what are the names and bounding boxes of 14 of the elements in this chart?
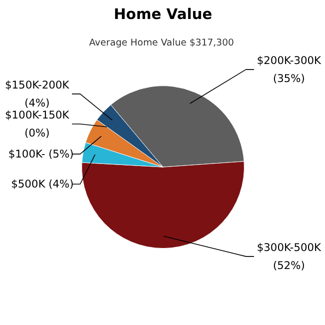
slice-label: $200K-300K <box>256 54 322 68</box>
slice-label: $300K-500K <box>256 241 322 254</box>
slice-label: $100K- <box>8 148 46 161</box>
data-label: (4%) <box>24 96 50 110</box>
data-label: (5%) <box>48 148 74 161</box>
data-label: (52%) <box>272 258 305 272</box>
data-label: (4%) <box>48 178 74 191</box>
chart-subtitle: Average Home Value $317,300 <box>89 37 234 48</box>
slice-label: $150K-200K <box>4 78 70 92</box>
slice-label: $500K <box>11 178 46 191</box>
text: (0%) <box>24 126 50 140</box>
chart-title: Home Value <box>114 6 212 23</box>
data-label: (35%) <box>272 72 305 85</box>
category-label: $100K-150K <box>4 108 70 122</box>
